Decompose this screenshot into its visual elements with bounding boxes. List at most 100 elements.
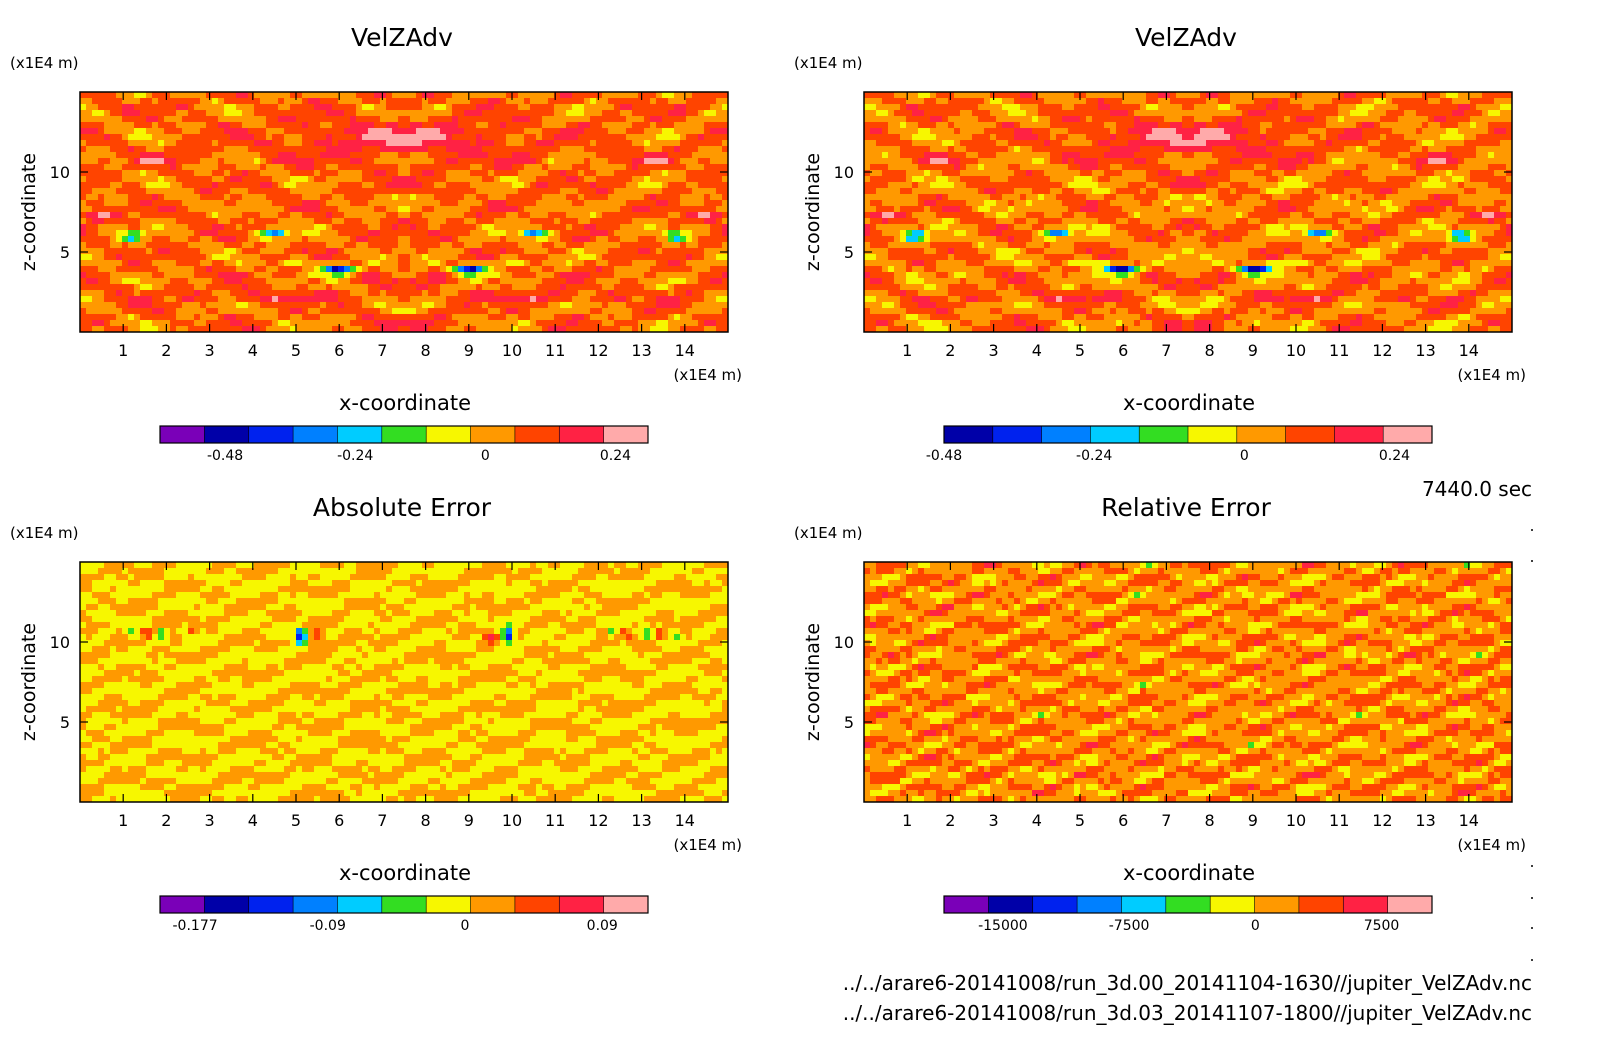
heatmap-cell bbox=[596, 146, 603, 153]
heatmap-cell bbox=[416, 92, 423, 99]
heatmap-cell bbox=[452, 152, 459, 159]
heatmap-cell bbox=[446, 200, 453, 207]
heatmap-cell bbox=[548, 254, 555, 261]
heatmap-cell bbox=[386, 242, 393, 249]
heatmap-cell bbox=[194, 140, 201, 147]
heatmap-cell bbox=[560, 134, 567, 141]
heatmap-cell bbox=[1434, 98, 1441, 105]
heatmap-cell bbox=[236, 254, 243, 261]
heatmap-cell bbox=[188, 326, 195, 332]
heatmap-cell bbox=[638, 140, 645, 147]
heatmap-cell bbox=[368, 308, 375, 315]
heatmap-cell bbox=[1086, 110, 1093, 117]
heatmap-cell bbox=[554, 170, 561, 177]
heatmap-cell bbox=[710, 272, 717, 279]
heatmap-cell bbox=[116, 176, 123, 183]
heatmap-cell bbox=[990, 116, 997, 123]
heatmap-cell bbox=[242, 314, 249, 321]
heatmap-cell bbox=[644, 104, 651, 111]
heatmap-cell bbox=[536, 194, 543, 201]
heatmap-cell bbox=[572, 236, 579, 243]
heatmap-cell bbox=[428, 308, 435, 315]
heatmap-cell bbox=[182, 260, 189, 267]
heatmap-cell bbox=[86, 152, 93, 159]
heatmap-cell bbox=[590, 260, 597, 267]
heatmap-cell bbox=[470, 212, 477, 219]
heatmap-cell bbox=[386, 98, 393, 105]
heatmap-cell bbox=[536, 158, 543, 165]
heatmap-cell bbox=[350, 230, 357, 237]
heatmap-cell bbox=[680, 170, 687, 177]
heatmap-cell bbox=[668, 260, 675, 267]
heatmap-cell bbox=[662, 302, 669, 309]
heatmap-cell bbox=[626, 116, 633, 123]
heatmap-cell bbox=[638, 224, 645, 231]
heatmap-cell bbox=[146, 326, 153, 332]
heatmap-cell bbox=[422, 284, 429, 291]
heatmap-cell bbox=[674, 158, 681, 165]
heatmap-cell bbox=[662, 152, 669, 159]
heatmap-cell bbox=[1398, 110, 1405, 117]
heatmap-cell bbox=[254, 128, 261, 135]
heatmap-cell bbox=[710, 290, 717, 297]
heatmap-cell bbox=[302, 206, 309, 213]
heatmap-cell bbox=[1218, 98, 1225, 105]
heatmap-cell bbox=[434, 236, 441, 243]
heatmap-cell bbox=[704, 278, 711, 285]
heatmap-cell bbox=[446, 104, 453, 111]
heatmap-cell bbox=[476, 284, 483, 291]
heatmap-cell bbox=[620, 296, 627, 303]
heatmap-cell bbox=[512, 140, 519, 147]
heatmap-cell bbox=[296, 296, 303, 303]
heatmap-cell bbox=[194, 152, 201, 159]
heatmap-cell bbox=[374, 326, 381, 332]
heatmap-cell bbox=[104, 158, 111, 165]
heatmap-cell bbox=[704, 128, 711, 135]
heatmap-cell bbox=[272, 290, 279, 297]
heatmap-cell bbox=[536, 134, 543, 141]
heatmap-cell bbox=[254, 164, 261, 171]
heatmap-cell bbox=[864, 104, 871, 111]
heatmap-cell bbox=[170, 242, 177, 249]
heatmap-cell bbox=[176, 212, 183, 219]
heatmap-cell bbox=[266, 302, 273, 309]
y-unit-label: (x1E4 m) bbox=[10, 54, 79, 72]
heatmap-cell bbox=[296, 146, 303, 153]
heatmap-cell bbox=[1248, 92, 1255, 99]
heatmap-cell bbox=[518, 302, 525, 309]
heatmap-cell bbox=[104, 176, 111, 183]
heatmap-cell bbox=[626, 110, 633, 117]
heatmap-cell bbox=[924, 92, 931, 99]
heatmap-cell bbox=[164, 92, 171, 99]
heatmap-cell bbox=[1230, 92, 1237, 99]
heatmap-cell bbox=[146, 104, 153, 111]
heatmap-cell bbox=[116, 116, 123, 123]
heatmap-cell bbox=[924, 104, 931, 111]
heatmap-cell bbox=[326, 146, 333, 153]
heatmap-cell bbox=[128, 224, 135, 231]
heatmap-cell bbox=[218, 146, 225, 153]
heatmap-cell bbox=[278, 230, 285, 237]
heatmap-cell bbox=[458, 254, 465, 261]
heatmap-cell bbox=[716, 254, 723, 261]
heatmap-cell bbox=[470, 290, 477, 297]
heatmap-cell bbox=[614, 236, 621, 243]
heatmap-cell bbox=[1320, 98, 1327, 105]
heatmap-cell bbox=[110, 164, 117, 171]
heatmap-cell bbox=[104, 218, 111, 225]
heatmap-cell bbox=[350, 170, 357, 177]
heatmap-cell bbox=[284, 176, 291, 183]
heatmap-cell bbox=[578, 92, 585, 99]
heatmap-cell bbox=[80, 242, 87, 249]
heatmap-cell bbox=[314, 326, 321, 332]
heatmap-cell bbox=[476, 140, 483, 147]
heatmap-cell bbox=[398, 116, 405, 123]
heatmap-cell bbox=[482, 254, 489, 261]
heatmap-cell bbox=[374, 206, 381, 213]
heatmap-cell bbox=[692, 296, 699, 303]
heatmap-cell bbox=[380, 164, 387, 171]
heatmap-cell bbox=[680, 194, 687, 201]
heatmap-cell bbox=[554, 248, 561, 255]
heatmap-cell bbox=[1416, 92, 1423, 99]
